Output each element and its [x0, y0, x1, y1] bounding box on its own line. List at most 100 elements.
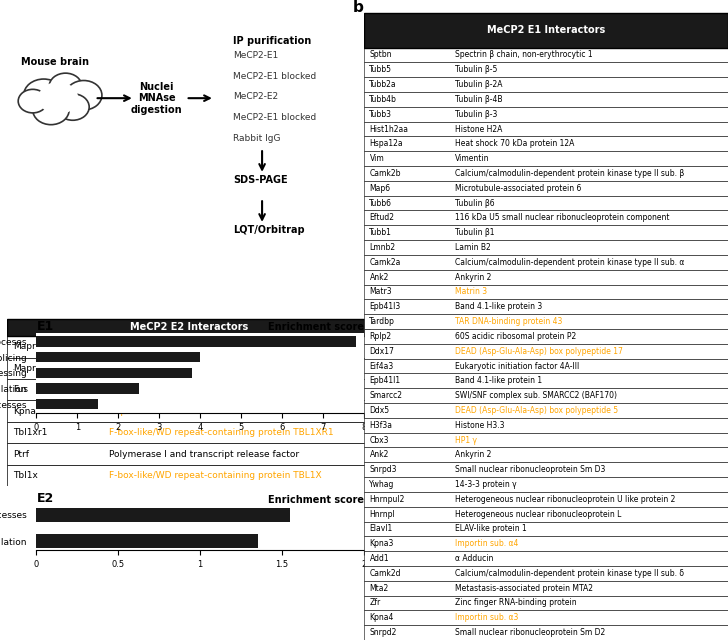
Text: Eftud2: Eftud2 — [370, 213, 395, 223]
Text: Map6: Map6 — [370, 184, 391, 193]
Bar — [364, 536, 728, 551]
Text: Enrichment score: Enrichment score — [268, 495, 364, 505]
Text: Tbl1x: Tbl1x — [13, 471, 38, 480]
Bar — [364, 166, 728, 181]
Text: Eif4a3: Eif4a3 — [370, 362, 394, 371]
Text: DEAD (Asp-Glu-Ala-Asp) box polypeptide 5: DEAD (Asp-Glu-Ala-Asp) box polypeptide 5 — [455, 406, 618, 415]
Circle shape — [66, 81, 102, 110]
Text: Lmnb2: Lmnb2 — [370, 243, 395, 252]
Text: Band 4.1-like protein 3: Band 4.1-like protein 3 — [455, 302, 542, 311]
Bar — [7, 379, 371, 401]
Text: Nuclei
MNAse
digestion: Nuclei MNAse digestion — [131, 81, 182, 115]
Text: H3f3a: H3f3a — [370, 420, 392, 429]
Text: Zfr: Zfr — [370, 598, 381, 607]
Text: MeCP2-E2: MeCP2-E2 — [233, 92, 278, 101]
Circle shape — [50, 73, 82, 100]
Bar — [7, 319, 371, 336]
Text: SWI/SNF complex sub. SMARCC2 (BAF170): SWI/SNF complex sub. SMARCC2 (BAF170) — [455, 391, 617, 400]
Bar — [364, 462, 728, 477]
Text: Calcium/calmodulin-dependent protein kinase type II sub. α: Calcium/calmodulin-dependent protein kin… — [455, 258, 684, 267]
Bar — [364, 373, 728, 388]
Text: Tubb6: Tubb6 — [370, 198, 392, 207]
Text: Snrpd3: Snrpd3 — [370, 465, 397, 474]
Text: MeCP2 E1 Interactors: MeCP2 E1 Interactors — [487, 26, 605, 35]
Bar — [364, 240, 728, 255]
Text: E1: E1 — [36, 319, 54, 333]
Circle shape — [18, 90, 47, 113]
Bar — [364, 151, 728, 166]
Bar — [36, 337, 356, 347]
Text: Small nuclear ribonucleoprotein Sm D3: Small nuclear ribonucleoprotein Sm D3 — [455, 465, 606, 474]
Text: Elavl1: Elavl1 — [370, 524, 392, 533]
Text: Tubb3: Tubb3 — [370, 109, 392, 119]
Text: F-box-like/WD repeat-containing protein TBL1X: F-box-like/WD repeat-containing protein … — [109, 471, 322, 480]
Bar — [364, 358, 728, 373]
Bar — [364, 300, 728, 314]
Text: Tubulin β6: Tubulin β6 — [455, 198, 494, 207]
Text: RNA-binding protein FUS: RNA-binding protein FUS — [109, 385, 221, 394]
Text: Tubb5: Tubb5 — [370, 65, 392, 74]
Bar — [364, 418, 728, 433]
Text: Mta2: Mta2 — [370, 584, 389, 593]
Circle shape — [57, 93, 90, 120]
Bar — [7, 358, 371, 379]
Text: Importin sub. α4: Importin sub. α4 — [455, 540, 518, 548]
Text: Eukaryotic initiation factor 4A-III: Eukaryotic initiation factor 4A-III — [455, 362, 579, 371]
Text: 60S acidic ribosomal protein P2: 60S acidic ribosomal protein P2 — [455, 332, 577, 341]
Bar — [364, 566, 728, 580]
Circle shape — [24, 79, 64, 111]
Text: MeCP2-E1 blocked: MeCP2-E1 blocked — [233, 72, 316, 81]
Text: F-box-like/WD repeat-containing protein TBL1XR1: F-box-like/WD repeat-containing protein … — [109, 428, 334, 437]
Text: Calcium/calmodulin-dependent protein kinase type II sub. β: Calcium/calmodulin-dependent protein kin… — [455, 169, 684, 178]
Text: Vimentin: Vimentin — [455, 154, 489, 163]
Bar — [364, 625, 728, 640]
Text: Snrpd2: Snrpd2 — [370, 628, 397, 637]
Text: Add1: Add1 — [370, 554, 389, 563]
Text: Heat shock 70 kDa protein 12A: Heat shock 70 kDa protein 12A — [455, 140, 574, 148]
Bar — [7, 336, 371, 358]
Text: Heterogeneous nuclear ribonucleoprotein L: Heterogeneous nuclear ribonucleoprotein … — [455, 509, 622, 518]
Bar — [36, 399, 98, 409]
Bar — [36, 383, 139, 394]
Text: Smarcc2: Smarcc2 — [370, 391, 403, 400]
Text: b: b — [353, 0, 364, 15]
Text: Heterogeneous nuclear ribonucleoprotein U like protein 2: Heterogeneous nuclear ribonucleoprotein … — [455, 495, 676, 504]
Bar — [36, 368, 192, 378]
Text: Epb41l1: Epb41l1 — [370, 376, 400, 385]
Text: Polymerase I and transcript release factor: Polymerase I and transcript release fact… — [109, 450, 299, 459]
Text: Small nuclear ribonucleoprotein Sm D2: Small nuclear ribonucleoprotein Sm D2 — [455, 628, 605, 637]
Bar — [364, 77, 728, 92]
Text: Importin sub. α4: Importin sub. α4 — [109, 407, 184, 416]
Text: Tubb2a: Tubb2a — [370, 80, 397, 89]
Bar — [364, 285, 728, 300]
Bar — [364, 344, 728, 358]
Text: Ank2: Ank2 — [370, 451, 389, 460]
Text: Tubulin β-3: Tubulin β-3 — [455, 109, 497, 119]
Text: Metastasis-associated protein MTA2: Metastasis-associated protein MTA2 — [455, 584, 593, 593]
Text: ELAV-like protein 1: ELAV-like protein 1 — [455, 524, 527, 533]
Text: E2: E2 — [36, 492, 54, 506]
Circle shape — [39, 82, 79, 115]
Bar — [364, 13, 728, 47]
Bar — [364, 551, 728, 566]
Text: Ankyrin 2: Ankyrin 2 — [455, 451, 491, 460]
Bar — [36, 534, 258, 548]
Text: Hnrnpl: Hnrnpl — [370, 509, 395, 518]
Text: Histone H2A: Histone H2A — [455, 125, 502, 134]
Text: Tubulin β1: Tubulin β1 — [455, 228, 494, 237]
Text: Cbx3: Cbx3 — [370, 436, 389, 445]
Text: Ptrf: Ptrf — [13, 450, 28, 459]
Text: Camk2b: Camk2b — [370, 169, 401, 178]
Bar — [36, 352, 200, 362]
Text: Matr3: Matr3 — [370, 287, 392, 296]
Text: Calcium/calmodulin-dependent protein kinase type II sub. δ: Calcium/calmodulin-dependent protein kin… — [455, 569, 684, 578]
Text: Tubb4b: Tubb4b — [370, 95, 397, 104]
Bar — [364, 580, 728, 596]
Text: Rabbit IgG: Rabbit IgG — [233, 134, 280, 143]
Bar — [364, 196, 728, 211]
Text: 116 kDa U5 small nuclear ribonucleoprotein component: 116 kDa U5 small nuclear ribonucleoprote… — [455, 213, 670, 223]
Bar — [364, 477, 728, 492]
Text: Matrin 3: Matrin 3 — [455, 287, 487, 296]
Text: Mapre1: Mapre1 — [13, 342, 47, 351]
Bar — [7, 465, 371, 486]
